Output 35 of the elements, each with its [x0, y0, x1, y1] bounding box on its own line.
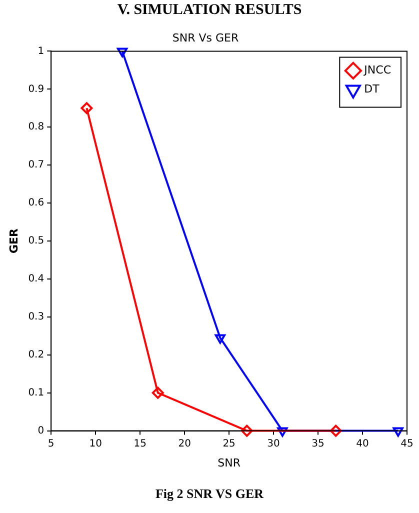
point	[277, 427, 288, 437]
x-tick-label: 10	[89, 438, 102, 450]
x-tick-label: 30	[267, 438, 280, 450]
y-tick-label: 0	[38, 425, 44, 436]
y-tick-label: 0.8	[28, 122, 44, 133]
y-tick-label: 0.4	[28, 274, 44, 285]
x-tick-label: 40	[356, 438, 369, 450]
y-tick-label: 0.2	[28, 349, 44, 360]
caption: Fig 2 SNR VS GER	[154, 486, 265, 502]
x-tick-label: 5	[48, 438, 54, 450]
point	[240, 424, 253, 437]
legend-label: JNCC	[363, 64, 392, 77]
y-tick-label: 0.5	[28, 236, 44, 247]
y-tick-label: 0.3	[28, 312, 44, 323]
legend-label: DT	[364, 82, 380, 96]
x-tick-label: 15	[134, 438, 146, 450]
y-tick-label: 1	[38, 46, 44, 57]
x-tick-label: 45	[400, 438, 414, 450]
y-tick-label: 0.9	[28, 84, 44, 95]
y-tick-label: 0.6	[28, 198, 44, 209]
x-tick-label: 25	[222, 438, 236, 450]
point	[80, 102, 93, 114]
y-tick-label: 0.7	[28, 160, 44, 171]
point	[214, 334, 226, 344]
y-axis-title: GER	[7, 228, 20, 254]
y-tick-label: 0.1	[28, 387, 44, 398]
point	[330, 424, 342, 437]
chart-title: SNR Vs GER	[172, 31, 239, 44]
x-axis-title: SNR	[218, 456, 241, 470]
point	[116, 48, 128, 58]
point	[392, 427, 404, 437]
x-tick-label: 20	[178, 438, 191, 450]
x-tick-label: 35	[312, 438, 324, 450]
text: V. SIMULATION RESULTS	[116, 2, 303, 19]
point	[152, 386, 164, 399]
